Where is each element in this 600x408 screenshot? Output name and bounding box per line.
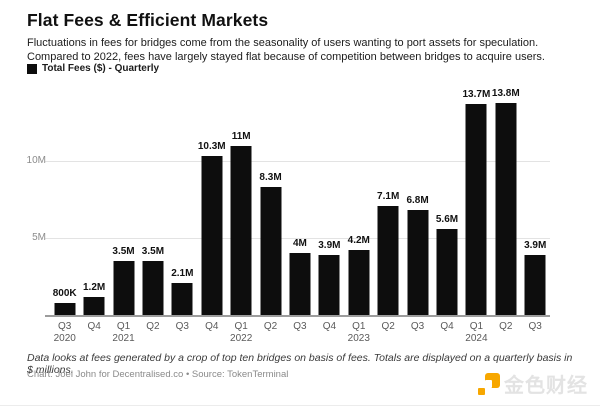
bar-value-label: 3.5M (141, 246, 165, 258)
bar-value-label: 10.3M (197, 141, 226, 153)
gridline-5M (45, 238, 550, 240)
bar-slot: 3.5M Q1 2021 (109, 91, 138, 347)
bar-slot: 5.6M Q4 (432, 91, 461, 347)
bar-Q3 (289, 253, 311, 315)
x-axis-quarter-label: Q3 (410, 321, 425, 332)
bar-slot: 1.2M Q4 (79, 91, 108, 347)
x-axis-quarter-label: Q2 (263, 321, 278, 332)
bar-slot: 8.3M Q2 (256, 91, 285, 347)
bar-slot: 3.9M Q4 (315, 91, 344, 347)
x-axis-quarter-label: Q1 (116, 321, 131, 332)
bar-value-label: 1.2M (82, 281, 106, 293)
bottom-divider (0, 405, 600, 406)
x-axis-quarter-label: Q4 (87, 321, 101, 332)
y-axis-tick-label: 10M (26, 155, 46, 167)
bar-Q1-2023 (348, 250, 370, 315)
x-axis-year-label: 2020 (53, 333, 76, 344)
page-title: Flat Fees & Efficient Markets (27, 10, 269, 30)
bar-Q4 (318, 254, 340, 315)
bar-Q1-2021 (113, 261, 135, 315)
bar-Q1-2022 (230, 145, 252, 315)
jinse-logo-icon (478, 372, 500, 395)
chart-credit: Chart: Joel John for Decentralised.co • … (27, 369, 289, 380)
bar-slot: 13.8M Q2 (491, 87, 520, 347)
x-axis-quarter-label: Q1 (234, 321, 248, 332)
bar-value-label: 800K (52, 287, 77, 299)
watermark-text: 金色财经 (504, 375, 588, 397)
x-axis-year-label: 2022 (230, 333, 253, 344)
bar-value-label: 11M (231, 130, 251, 142)
x-axis-quarter-label: Q2 (146, 321, 160, 332)
bar-Q2 (260, 187, 282, 315)
legend-label: Total Fees ($) - Quarterly (42, 63, 160, 74)
bar-Q4 (83, 296, 105, 315)
bar-slot: 3.5M Q2 (138, 91, 167, 347)
x-axis-year-label: 2024 (465, 333, 488, 344)
bar-slot: 4.2M Q1 2023 (344, 91, 373, 347)
bar-Q3 (524, 254, 546, 315)
gridline-10M (45, 161, 550, 163)
bar-value-label: 3.9M (318, 239, 341, 251)
bar-Q3-2020 (54, 302, 76, 315)
x-axis-quarter-label: Q4 (322, 321, 337, 332)
x-axis-quarter-label: Q2 (381, 321, 395, 332)
chart-subtitle: Fluctuations in fees for bridges come fr… (27, 37, 545, 63)
x-axis-year-label: 2023 (347, 333, 370, 344)
x-axis-quarter-label: Q4 (440, 321, 454, 332)
chart-footnote: Data looks at fees generated by a crop o… (27, 352, 573, 376)
x-axis-quarter-label: Q3 (58, 321, 72, 332)
x-axis-quarter-label: Q4 (205, 321, 219, 332)
bar-value-label: 4M (293, 238, 307, 250)
bar-value-label: 7.1M (377, 190, 400, 202)
bar-Q4 (436, 228, 458, 315)
bar-Q3 (171, 282, 193, 315)
bar-value-label: 3.5M (112, 246, 135, 258)
x-axis-quarter-label: Q1 (469, 321, 484, 332)
bar-value-label: 5.6M (435, 213, 459, 225)
bar-slot: 3.9M Q3 (521, 91, 550, 347)
bar-value-label: 4.2M (347, 235, 370, 247)
x-axis-line (45, 315, 550, 317)
bar-value-label: 3.9M (524, 239, 547, 251)
x-axis-quarter-label: Q2 (499, 321, 513, 332)
bar-slot: 2.1M Q3 (168, 91, 197, 347)
legend: Total Fees ($) - Quarterly (27, 63, 159, 74)
bar-slot: 4M Q3 (285, 91, 314, 347)
bar-slot: 800K Q3 2020 (50, 91, 79, 347)
x-axis-quarter-label: Q3 (175, 321, 189, 332)
watermark: 金色财经 (478, 369, 588, 398)
bar-Q3 (407, 210, 429, 315)
bars-layer: 800K Q3 2020 1.2M Q4 3.5M Q1 2021 3.5M Q2 2.1M Q3 10… (50, 87, 550, 347)
bar-slot: 13.7M Q1 2024 (462, 89, 491, 347)
bar-Q2 (377, 205, 399, 315)
bar-Q2 (495, 102, 517, 315)
bar-Q4 (201, 156, 223, 315)
x-axis-quarter-label: Q3 (293, 321, 307, 332)
bar-slot: 10.3M Q4 (197, 91, 226, 347)
bar-value-label: 6.8M (406, 195, 429, 207)
legend-swatch-icon (27, 63, 37, 74)
bar-slot: 11M Q1 2022 (226, 91, 255, 347)
bar-value-label: 8.3M (259, 172, 282, 184)
x-axis-quarter-label: Q3 (528, 321, 542, 332)
bar-value-label: 13.8M (491, 87, 520, 99)
bar-slot: 7.1M Q2 (373, 91, 402, 347)
bar-value-label: 13.7M (462, 89, 491, 101)
bar-Q1-2024 (465, 104, 487, 315)
bar-Q2 (142, 261, 164, 315)
bar-value-label: 2.1M (171, 267, 194, 279)
x-axis-year-label: 2021 (112, 333, 135, 344)
bar-slot: 6.8M Q3 (403, 91, 432, 347)
y-axis-tick-label: 5M (32, 232, 46, 244)
x-axis-quarter-label: Q1 (352, 321, 366, 332)
bar-chart: 800K Q3 2020 1.2M Q4 3.5M Q1 2021 3.5M Q2 2.1M Q3 10… (27, 87, 550, 347)
